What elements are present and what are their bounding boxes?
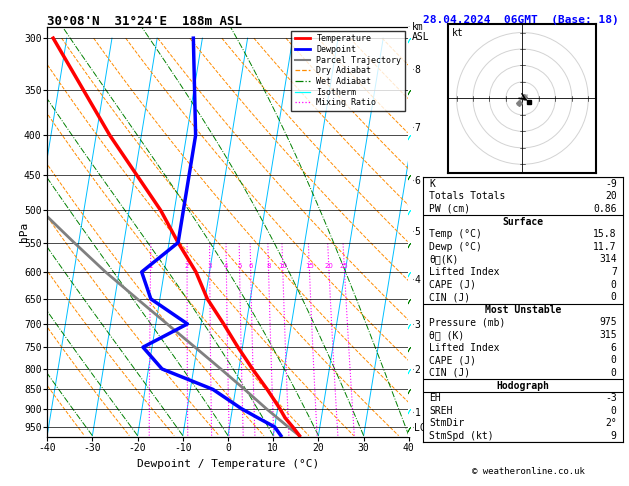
Text: 314: 314 [599,254,616,264]
Text: Most Unstable: Most Unstable [485,305,561,315]
Text: SREH: SREH [430,406,453,416]
Text: 1: 1 [148,263,153,269]
Text: 15: 15 [305,263,314,269]
Text: θᴇ(K): θᴇ(K) [430,254,459,264]
Text: 20: 20 [325,263,333,269]
Text: km: km [412,22,424,32]
Text: 7: 7 [611,267,616,277]
Text: 315: 315 [599,330,616,340]
Text: -9: -9 [605,179,616,189]
Text: 0: 0 [611,292,616,302]
Text: Hodograph: Hodograph [496,381,550,391]
Text: -3: -3 [605,393,616,403]
Text: 30°08'N  31°24'E  188m ASL: 30°08'N 31°24'E 188m ASL [47,15,242,28]
Text: K: K [430,179,435,189]
Text: θᴇ (K): θᴇ (K) [430,330,465,340]
Text: 4: 4 [224,263,228,269]
Text: 0: 0 [611,355,616,365]
Text: 0: 0 [611,368,616,378]
Text: © weatheronline.co.uk: © weatheronline.co.uk [472,467,585,476]
Text: kt: kt [452,28,464,38]
Text: 0: 0 [611,406,616,416]
Text: Pressure (mb): Pressure (mb) [430,317,506,328]
Text: 2°: 2° [605,418,616,428]
Legend: Temperature, Dewpoint, Parcel Trajectory, Dry Adiabat, Wet Adiabat, Isotherm, Mi: Temperature, Dewpoint, Parcel Trajectory… [291,31,404,110]
Text: Lifted Index: Lifted Index [430,267,500,277]
Text: Mixing Ratio (g/kg): Mixing Ratio (g/kg) [437,176,447,288]
Text: 28.04.2024  06GMT  (Base: 18): 28.04.2024 06GMT (Base: 18) [423,15,619,25]
Text: StmDir: StmDir [430,418,465,428]
Text: EH: EH [430,393,441,403]
Text: Dewp (°C): Dewp (°C) [430,242,482,252]
Text: CAPE (J): CAPE (J) [430,279,476,290]
Text: ASL: ASL [412,32,430,42]
Text: 6: 6 [248,263,253,269]
Text: PW (cm): PW (cm) [430,204,470,214]
Text: 3: 3 [208,263,212,269]
Text: 11.7: 11.7 [593,242,616,252]
Text: Totals Totals: Totals Totals [430,191,506,201]
X-axis label: Dewpoint / Temperature (°C): Dewpoint / Temperature (°C) [137,458,319,469]
Text: 2: 2 [185,263,189,269]
Text: 8: 8 [266,263,270,269]
Text: CAPE (J): CAPE (J) [430,355,476,365]
Text: 975: 975 [599,317,616,328]
Text: StmSpd (kt): StmSpd (kt) [430,431,494,441]
Text: 6: 6 [611,343,616,353]
Text: 15.8: 15.8 [593,229,616,239]
Text: 0: 0 [611,279,616,290]
Text: Lifted Index: Lifted Index [430,343,500,353]
Text: 0.86: 0.86 [593,204,616,214]
Text: 9: 9 [611,431,616,441]
Text: 10: 10 [278,263,287,269]
Text: Surface: Surface [503,217,543,226]
Text: CIN (J): CIN (J) [430,368,470,378]
Text: hPa: hPa [19,222,29,242]
Text: 25: 25 [340,263,348,269]
Text: 5: 5 [237,263,242,269]
Text: Temp (°C): Temp (°C) [430,229,482,239]
Text: 20: 20 [605,191,616,201]
Text: CIN (J): CIN (J) [430,292,470,302]
